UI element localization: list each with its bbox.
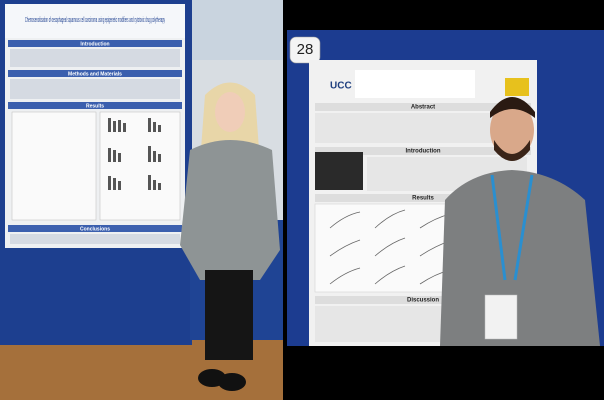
section-heading: Discussion bbox=[407, 298, 439, 304]
left-photo: Chemosensitisation of oesophageal squamo… bbox=[0, 0, 283, 400]
section-heading: Abstract bbox=[411, 105, 435, 111]
section-heading: Introduction bbox=[80, 41, 109, 47]
board-number: 28 bbox=[297, 41, 314, 58]
section-heading: Methods and Materials bbox=[68, 71, 122, 77]
section-heading: Results bbox=[412, 196, 434, 202]
section-heading: Results bbox=[86, 103, 104, 109]
person bbox=[180, 82, 280, 391]
logo: UCC bbox=[330, 81, 352, 92]
poster-title: Chemosensitisation of oesophageal squamo… bbox=[25, 17, 165, 24]
right-photo: 28 UCC Abstract Introduction Results Dis… bbox=[287, 30, 604, 346]
person bbox=[440, 97, 600, 346]
section-heading: Conclusions bbox=[80, 226, 110, 232]
section-heading: Introduction bbox=[406, 149, 441, 155]
